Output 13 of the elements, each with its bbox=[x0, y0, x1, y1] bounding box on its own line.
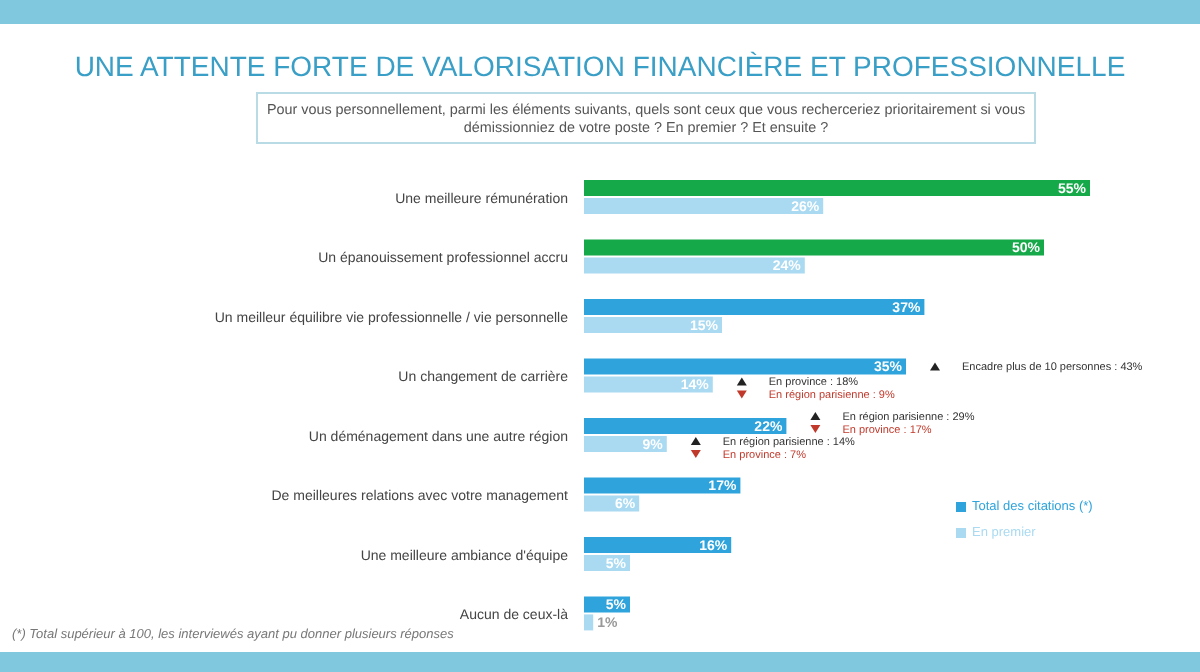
bar bbox=[584, 477, 741, 494]
bar bbox=[584, 298, 925, 315]
chart-title: UNE ATTENTE FORTE DE VALORISATION FINANCIÈRE ET PROFESSIONNELLE bbox=[72, 50, 1128, 82]
bar bbox=[584, 536, 732, 553]
bar bbox=[584, 257, 805, 274]
bar bbox=[584, 179, 1090, 196]
bar bbox=[584, 197, 824, 214]
bar bbox=[584, 239, 1044, 256]
bar bbox=[584, 358, 906, 375]
bar bbox=[584, 376, 713, 393]
bar bbox=[584, 316, 722, 333]
bar bbox=[584, 614, 594, 631]
bar bbox=[584, 417, 787, 434]
